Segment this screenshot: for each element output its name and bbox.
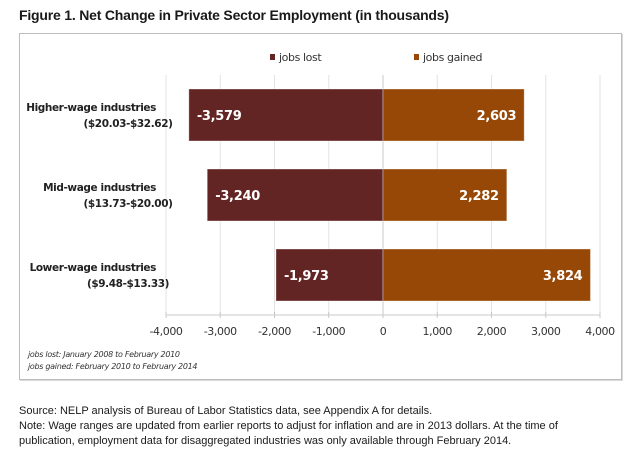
category-sublabel: ($20.03-$32.62) [84,118,173,130]
footnote-jobs-lost: jobs lost: January 2008 to February 2010 [28,350,180,359]
bar-jobs-gained [382,168,508,222]
bar-jobs-lost [275,248,384,302]
note-line-2: publication, employment data for disaggr… [19,435,512,447]
figure-title: Figure 1. Net Change in Private Sector E… [19,7,449,23]
x-tick-label: -4,000 [149,325,182,338]
data-label: 3,824 [543,269,583,284]
x-tick-label: 0 [380,325,387,338]
legend-swatch-jobs-lost [270,54,275,60]
bar-jobs-gained [382,88,525,142]
bar-jobs-gained [382,248,591,302]
legend-label: jobs lost [278,51,322,64]
x-tick-label: 3,000 [531,325,561,338]
x-tick-label: -2,000 [258,325,291,338]
note-line-1: Note: Wage ranges are updated from earli… [19,420,558,432]
data-label: 2,603 [477,109,517,124]
footnote-jobs-gained: jobs gained: February 2010 to February 2… [28,362,198,371]
chart-footnotes: jobs lost: January 2008 to February 2010… [28,349,198,373]
bar-jobs-lost [206,168,384,222]
source-note: Source: NELP analysis of Bureau of Labor… [19,404,629,449]
category-label: Mid-wage industries [43,182,156,194]
legend-label: jobs gained [422,51,482,64]
legend-swatch-jobs-gained [414,54,419,60]
bar-jobs-lost [188,88,384,142]
chart-frame [19,33,622,380]
data-label: -1,973 [284,269,329,284]
x-tick-label: -3,000 [204,325,237,338]
data-label: -3,579 [197,109,242,124]
x-tick-label: -1,000 [312,325,345,338]
x-tick-label: 4,000 [585,325,615,338]
category-label: Lower-wage industries [30,262,157,274]
bar-chart: -4,000 -3,000 -2,000 -1,000 0 1,000 2,000 3,000… [26,51,615,338]
source-line: Source: NELP analysis of Bureau of Labor… [19,405,433,417]
data-label: 2,282 [459,189,499,204]
category-sublabel: ($9.48-$13.33) [87,278,169,290]
x-tick-label: 2,000 [477,325,507,338]
x-tick-label: 1,000 [423,325,453,338]
category-label: Higher-wage industries [26,102,156,114]
data-label: -3,240 [215,189,260,204]
category-sublabel: ($13.73-$20.00) [84,198,173,210]
